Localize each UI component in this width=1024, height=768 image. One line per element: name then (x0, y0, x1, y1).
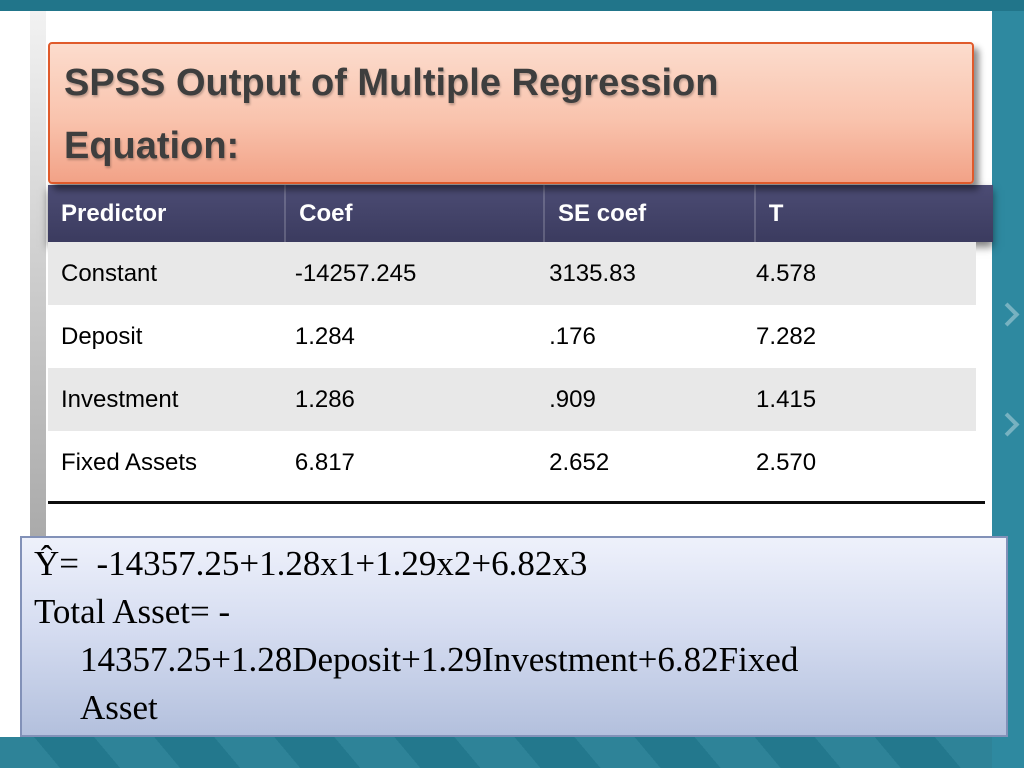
slide-title-line-2: Equation: (64, 125, 240, 167)
column-header-t: T (768, 199, 784, 227)
column-header-predictor: Predictor (48, 185, 287, 242)
top-teal-bar (0, 0, 1024, 11)
equation-line-total-asset: Total Asset= - (34, 592, 231, 631)
table-cell: 1.284 (294, 322, 355, 350)
equation-line-continuation-2: Asset (80, 688, 158, 727)
divider-line (48, 501, 985, 504)
table-cell: 1.415 (756, 385, 817, 413)
table-cell: Fixed Assets (61, 448, 198, 476)
table-cell: -14257.245 (294, 259, 417, 287)
table-cell: 1.286 (294, 385, 355, 413)
table-row-constant: Constant -14257.245 3135.83 4.578 (48, 242, 976, 305)
table-cell: 2.570 (756, 448, 817, 476)
table-cell: 6.817 (294, 448, 355, 476)
table-cell: Investment (61, 385, 179, 413)
regression-table: Predictor Coef SE coef T Constant -14257… (48, 185, 993, 494)
table-cell: .176 (549, 322, 596, 350)
chevron-right-icon (995, 302, 1020, 327)
table-cell: Constant (61, 259, 158, 287)
table-cell: 4.578 (756, 259, 817, 287)
table-header-row: Predictor Coef SE coef T (48, 185, 993, 242)
table-cell: 7.282 (756, 322, 817, 350)
bottom-teal-bar (0, 737, 1024, 768)
slide-title-line-1: SPSS Output of Multiple Regression (64, 62, 719, 104)
equation-box: Ŷ= -14357.25+1.28x1+1.29x2+6.82x3 Total … (20, 536, 1008, 737)
table-cell: 3135.83 (549, 259, 636, 287)
equation-line-continuation: 14357.25+1.28Deposit+1.29Investment+6.82… (80, 640, 799, 679)
chevron-right-icon (995, 412, 1020, 437)
table-cell: 2.652 (549, 448, 610, 476)
slide-title-box: SPSS Output of Multiple Regression Equat… (48, 42, 974, 184)
equation-line-yhat: Ŷ= -14357.25+1.28x1+1.29x2+6.82x3 (34, 544, 588, 583)
table-row-fixed-assets: Fixed Assets 6.817 2.652 2.570 (48, 431, 976, 494)
table-row-investment: Investment 1.286 .909 1.415 (48, 368, 976, 431)
table-cell: Deposit (61, 322, 143, 350)
table-row-deposit: Deposit 1.284 .176 7.282 (48, 305, 976, 368)
table-cell: .909 (549, 385, 596, 413)
column-header-se-coef: SE coef (545, 185, 756, 242)
column-header-coef: Coef (286, 185, 546, 242)
